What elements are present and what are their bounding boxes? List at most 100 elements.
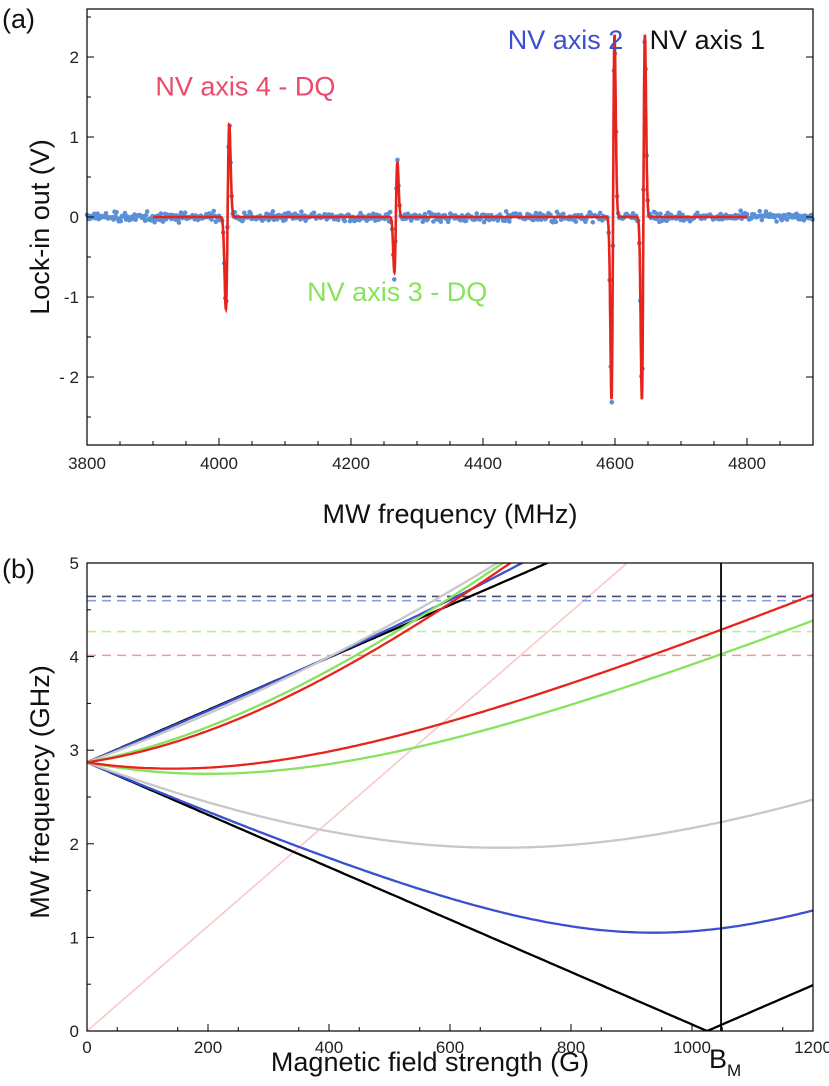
curve-upper: [87, 563, 500, 764]
data-point: [143, 212, 149, 218]
data-point: [358, 210, 363, 216]
data-point: [270, 209, 276, 214]
data-point: [176, 220, 182, 225]
x-tick-label: 200: [194, 1038, 222, 1057]
annotation: NV axis 3 - DQ: [307, 277, 487, 307]
curve-lower: [87, 761, 813, 849]
data-point: [463, 218, 469, 224]
data-point: [531, 217, 536, 223]
y-ticks-a: 2 1 0 -1 - 2: [59, 16, 813, 418]
data-point: [561, 211, 566, 217]
data-point: [774, 219, 779, 224]
data-point: [658, 211, 663, 217]
y-tick-label: 1: [70, 928, 79, 947]
faint-line: [87, 761, 813, 1031]
data-point: [178, 210, 184, 215]
y-tick-label: 5: [70, 554, 79, 573]
y-tick-label: 2: [70, 835, 79, 854]
panel-b-label: (b): [2, 554, 35, 584]
curve-upper: [87, 563, 505, 764]
y-tick-label: 0: [70, 208, 79, 227]
data-point: [103, 211, 109, 216]
data-point: [677, 210, 682, 215]
y-tick-label: 3: [70, 741, 79, 760]
x-tick-label: 600: [436, 1038, 464, 1057]
data-point: [481, 219, 487, 225]
data-point: [392, 277, 397, 282]
x-tick-label: 4000: [200, 454, 238, 473]
x-tick-label: 0: [82, 1038, 91, 1057]
data-point: [342, 218, 348, 224]
curve-lower: [87, 761, 813, 1031]
data-point: [158, 211, 164, 216]
data-point: [420, 219, 426, 224]
data-point: [209, 217, 214, 222]
data-point: [211, 208, 216, 214]
curve-lower: [87, 619, 813, 775]
data-point: [738, 208, 743, 214]
data-point: [757, 208, 762, 214]
annotation: NV axis 4 - DQ: [155, 71, 335, 101]
curve-upper: [87, 563, 551, 764]
x-ticks-a: 3800 4000 4200 4400 4600 4800: [68, 438, 814, 473]
data-point: [118, 218, 124, 224]
transition-curves: [87, 563, 813, 1031]
data-point: [744, 211, 750, 217]
bm-label: BM: [709, 1044, 741, 1080]
data-point: [299, 209, 304, 214]
data-point: [630, 211, 636, 216]
bm-label-sub: M: [727, 1061, 741, 1080]
data-point: [122, 210, 128, 216]
data-point: [590, 220, 596, 225]
data-point: [283, 217, 288, 222]
data-point: [311, 210, 317, 216]
bm-label-main: B: [709, 1044, 727, 1074]
x-tick-label: 4200: [332, 454, 370, 473]
data-point: [609, 400, 615, 405]
x-tick-label: 800: [557, 1038, 585, 1057]
data-point: [336, 217, 341, 223]
y-ticks-b: 0 1 2 3 4 5: [70, 554, 94, 1041]
annotation: NV axis 2: [508, 25, 624, 55]
data-point: [182, 210, 188, 215]
data-point: [533, 210, 539, 216]
x-ticks-b: 0 200 400 600 800 1000 1200: [82, 1024, 829, 1057]
panel-b: (b) 0 200 400 600 800 1000 1200 0 1 2 3 4 5 BM Magn…: [2, 554, 829, 1080]
x-tick-label: 4800: [728, 454, 766, 473]
x-tick-label: 4600: [596, 454, 634, 473]
data-point: [387, 209, 393, 215]
data-point: [114, 210, 119, 215]
data-point: [431, 219, 436, 224]
x-tick-label: 1000: [673, 1038, 711, 1057]
curve-upper: [87, 563, 525, 764]
fit-line: [153, 34, 747, 400]
panel-a: (a) 3800 4000 4200 4400 4600 4800 2 1 0 -1 - 2 NV…: [2, 4, 815, 529]
annotation: NV axis 1: [650, 25, 766, 55]
x-tick-label: 1200: [794, 1038, 829, 1057]
data-point: [438, 219, 444, 224]
x-tick-label: 4400: [464, 454, 502, 473]
fit-curve: [153, 34, 747, 400]
x-axis-title-b: Magnetic field strength (G): [271, 1047, 589, 1077]
annotations-a: NV axis 4 - DQ NV axis 3 - DQ NV axis 2 NV …: [155, 25, 765, 307]
data-point: [759, 217, 765, 223]
plot-frame-b: [86, 562, 814, 1032]
data-point: [535, 217, 541, 222]
panel-a-label: (a): [2, 4, 35, 34]
faint-line: [87, 563, 629, 1031]
data-point: [784, 217, 790, 222]
y-tick-label: - 2: [59, 368, 79, 387]
x-axis-title-a: MW frequency (MHz): [322, 499, 577, 529]
y-tick-label: 4: [70, 648, 79, 667]
y-tick-label: 0: [70, 1022, 79, 1041]
curve-upper: [87, 563, 513, 764]
y-tick-label: 2: [70, 48, 79, 67]
data-point: [248, 211, 253, 216]
curve-lower: [87, 761, 813, 934]
y-axis-title-b: MW frequency (GHz): [25, 665, 55, 919]
curve-lower: [87, 593, 813, 770]
data-point: [241, 217, 246, 222]
data-point: [573, 219, 579, 224]
data-point: [436, 212, 441, 217]
